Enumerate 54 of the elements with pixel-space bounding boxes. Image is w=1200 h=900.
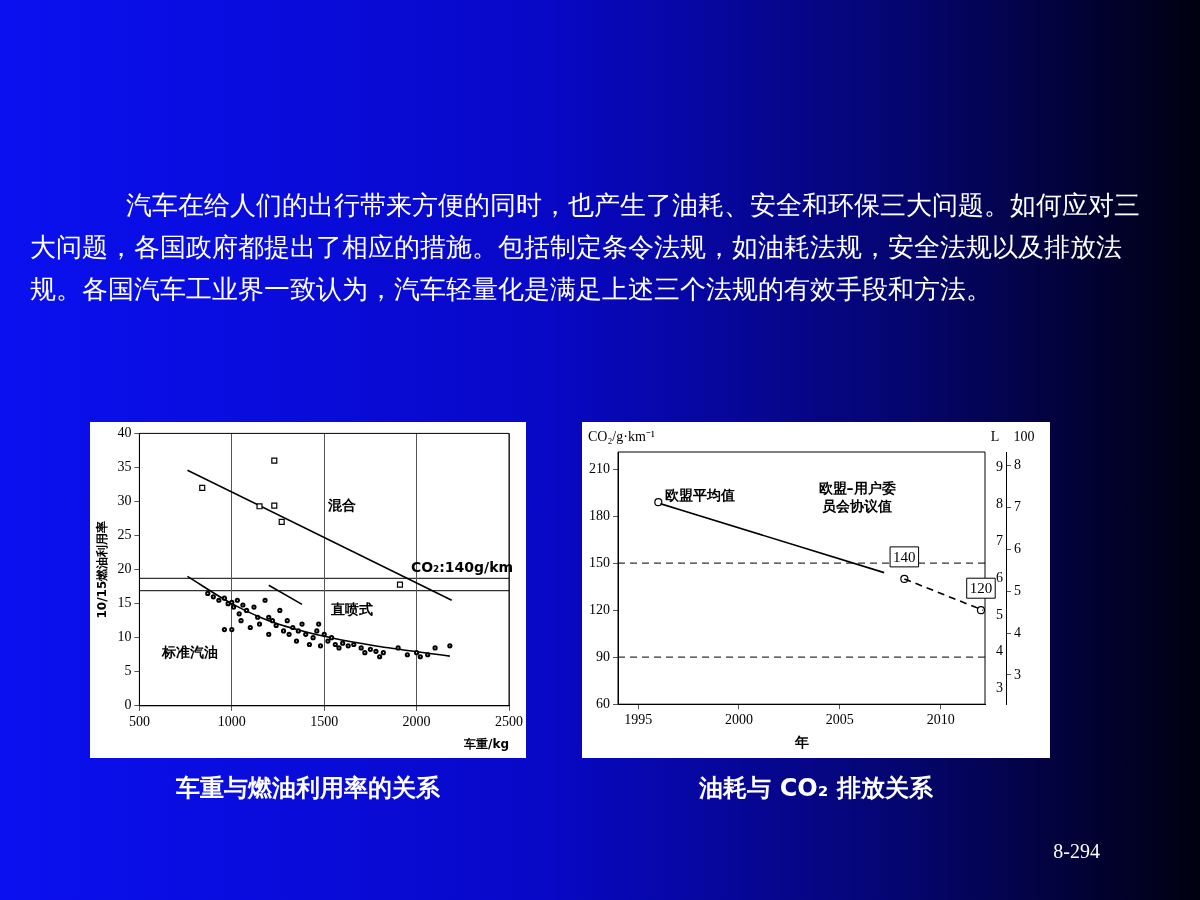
x-tick-label: 1500 [310, 713, 339, 729]
text: 汽车在给人们的出行带来方便的同时，也产生了油耗、安全和环保三大问题。如何应对三大问题，各国政府都提出了相应的措施。包括制定条令法规，如油耗法规，安全法规以及排放法规。各国汽车工业界一致认为，汽车轻量化是满足上述三个法规的有效手段和方法。 [30, 189, 1141, 306]
y2-tick-label: 5 [996, 606, 1003, 622]
x-tick-label: 2000 [724, 712, 753, 728]
y-tick-label: 150 [589, 554, 610, 570]
y-tick-label: 35 [117, 459, 132, 475]
text: 8-294 [1052, 840, 1100, 863]
y3-tick-label: 6 [1014, 541, 1021, 557]
annotation: 标准汽油 [161, 643, 218, 660]
y2-axis-title: L [990, 428, 1000, 444]
y3-tick-label: 5 [1014, 582, 1021, 598]
annotation: 直喷式 [330, 600, 373, 617]
x-tick-label: 1995 [624, 712, 653, 728]
y-tick-label: 10 [117, 629, 132, 645]
y-tick-label: 0 [124, 697, 132, 713]
x-tick-label: 2500 [495, 713, 523, 729]
data-label: 120 [969, 580, 993, 597]
data-label: 140 [893, 548, 916, 565]
annotation: 欧盟–用户委员会协议值 [818, 479, 896, 514]
x-axis-title: 年 [793, 733, 809, 750]
y-tick-label: 25 [117, 527, 132, 543]
y-tick-label: 120 [589, 601, 610, 617]
y-tick-label: 15 [117, 595, 132, 611]
y3-tick-label: 7 [1014, 499, 1021, 515]
y3-axis-title: 100 [1013, 428, 1035, 444]
annotation: 欧盟平均值 [665, 486, 735, 503]
y-tick-label: 20 [117, 561, 132, 577]
y-axis-title: 10/15燃油利用率 [95, 520, 110, 619]
text: 油耗与 CO₂ 排放关系 [698, 773, 934, 804]
y-tick-label: 60 [596, 695, 610, 711]
y2-tick-label: 3 [996, 680, 1003, 696]
y2-tick-label: 8 [996, 496, 1003, 512]
y-tick-label: 30 [117, 493, 132, 509]
x-tick-label: 2005 [825, 712, 854, 728]
y-tick-label: 40 [117, 425, 132, 441]
y-axis-title: CO₂/g·km⁻¹ [588, 428, 655, 444]
y3-tick-label: 4 [1014, 624, 1021, 640]
x-tick-label: 1000 [217, 713, 246, 729]
y2-tick-label: 9 [996, 459, 1003, 475]
y3-tick-label: 8 [1014, 457, 1021, 473]
y-tick-label: 5 [124, 663, 132, 679]
y-tick-label: 210 [589, 460, 610, 476]
x-tick-label: 2000 [402, 713, 431, 729]
x-axis-title: 车重/kg [463, 736, 509, 751]
y2-tick-label: 6 [996, 569, 1003, 585]
y3-tick-label: 3 [1014, 666, 1021, 682]
x-tick-label: 2010 [926, 712, 955, 728]
y2-tick-label: 7 [996, 532, 1003, 548]
annotation: 混合 [327, 496, 356, 513]
y-tick-label: 90 [596, 648, 610, 664]
text: 车重与燃油利用率的关系 [175, 773, 441, 804]
y-tick-label: 180 [589, 507, 610, 523]
x-tick-label: 500 [128, 713, 150, 729]
y2-tick-label: 4 [996, 643, 1003, 659]
